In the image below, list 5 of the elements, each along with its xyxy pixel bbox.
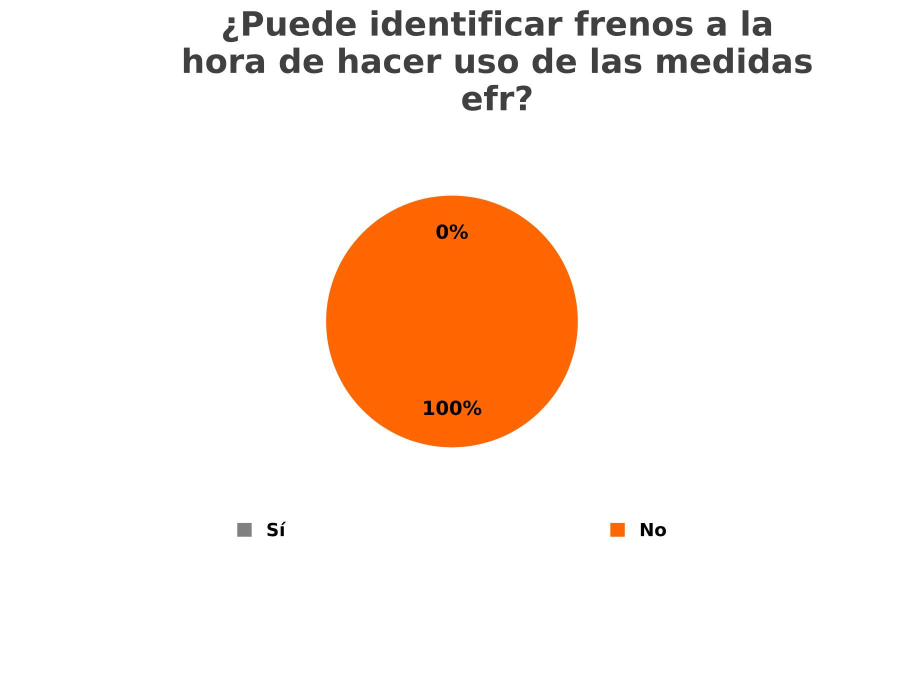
chart-title: ¿Puede identificar frenos a la hora de hacer uso de las medidas efr?: [184, 10, 812, 111]
data-label: 100%: [424, 400, 482, 416]
legend-label: Sí: [267, 522, 286, 536]
text: 0%: [436, 224, 468, 240]
legend-label: No: [640, 522, 666, 536]
